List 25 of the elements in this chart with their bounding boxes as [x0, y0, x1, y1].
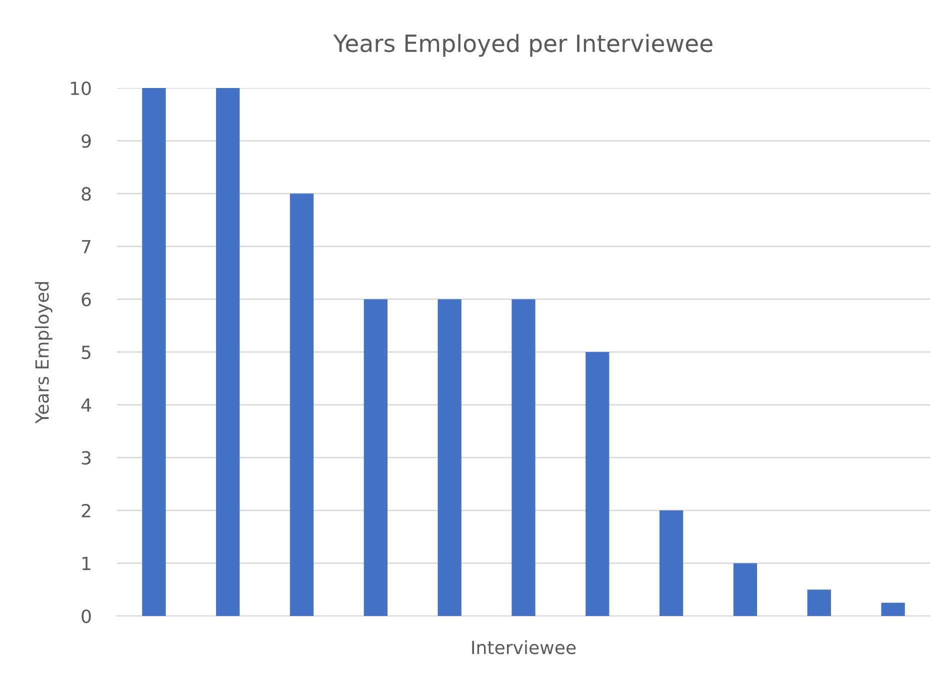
bar	[807, 590, 831, 616]
bar	[290, 194, 314, 616]
bar	[364, 299, 388, 616]
bar	[216, 88, 240, 616]
bar	[142, 88, 166, 616]
y-tick-label: 1	[82, 556, 90, 570]
y-tick-label: 5	[82, 346, 90, 360]
y-tick-label: 0	[82, 609, 91, 624]
bar	[586, 352, 610, 616]
bar	[733, 563, 758, 616]
y-tick-label: 7	[82, 240, 90, 254]
y-tick-label: 6	[82, 292, 91, 306]
chart-title: Years Employed per Interviewee	[333, 34, 712, 57]
x-axis-title: Interviewee	[472, 640, 576, 654]
bar	[512, 299, 536, 616]
y-tick-label: 8	[82, 187, 91, 201]
bar	[438, 299, 462, 616]
y-tick-label: 10	[71, 81, 91, 96]
y-axis-title: Years Employed	[34, 282, 52, 424]
bar	[659, 510, 684, 616]
y-tick-label: 9	[82, 134, 91, 148]
y-tick-label: 2	[82, 504, 90, 518]
bar	[881, 602, 905, 616]
y-tick-label: 3	[82, 451, 91, 465]
y-tick-label: 4	[81, 398, 91, 412]
